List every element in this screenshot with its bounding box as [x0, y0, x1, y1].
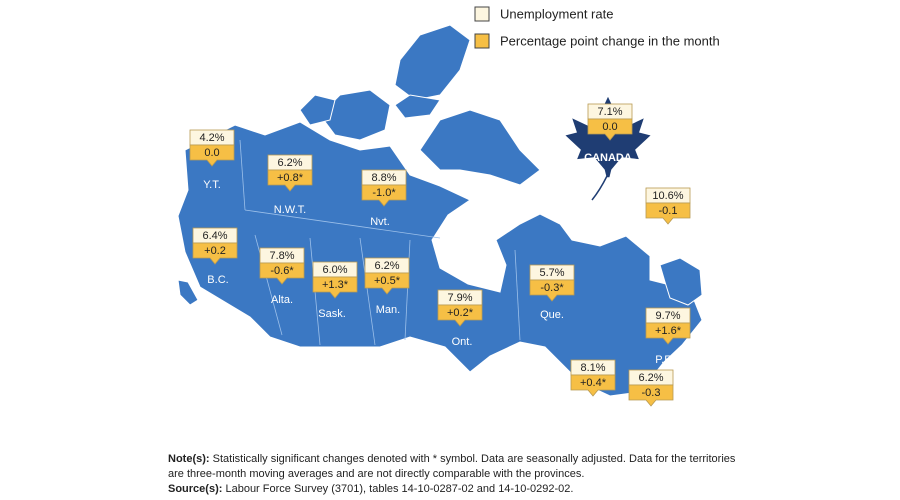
arctic-islands	[319, 89, 391, 141]
change-box	[628, 384, 674, 407]
legend-label: Percentage point change in the month	[500, 33, 720, 48]
change-box	[259, 262, 305, 285]
change-box	[189, 144, 235, 167]
rate-label: 6.2%	[277, 157, 302, 169]
note: Note(s): Statistically significant chang…	[168, 452, 738, 482]
ellesmere-island	[394, 24, 471, 101]
change-label: +0.5*	[374, 275, 401, 287]
region-name: P.E.I.	[655, 354, 680, 366]
rate-label: 10.6%	[652, 190, 683, 202]
change-box	[267, 169, 313, 192]
victoria-island	[299, 94, 336, 126]
border	[239, 139, 246, 211]
region-name: B.C.	[207, 274, 228, 286]
map: Unemployment rate Percentage point chang…	[177, 6, 720, 426]
region-name: Ont.	[452, 336, 473, 348]
rate-label: 6.2%	[638, 372, 663, 384]
border	[254, 234, 283, 336]
region-name: Que.	[540, 309, 564, 321]
province-borders	[239, 139, 521, 346]
rate-label: 6.2%	[374, 260, 399, 272]
change-label: +1.6*	[655, 325, 682, 337]
note-text: Statistically significant changes denote…	[168, 453, 736, 480]
vancouver-island	[177, 279, 199, 306]
rate-label: 8.1%	[580, 362, 605, 374]
change-box	[645, 202, 691, 225]
rate-label: 9.7%	[655, 310, 680, 322]
region-name: Sask.	[318, 308, 346, 320]
change-label: +0.2*	[447, 307, 474, 319]
change-label: +0.8*	[277, 172, 304, 184]
change-label: -0.3	[642, 387, 661, 399]
change-box	[312, 276, 358, 299]
border	[244, 209, 441, 239]
source-text: Labour Force Survey (3701), tables 14-10…	[225, 483, 574, 495]
region-name: N.B.	[582, 404, 603, 416]
rate-label: 7.8%	[269, 250, 294, 262]
change-box	[364, 272, 410, 295]
canada-map	[177, 24, 703, 397]
rate-label: 4.2%	[199, 132, 224, 144]
region-name: Y.T.	[203, 179, 221, 191]
region-name: N.W.T.	[274, 204, 306, 216]
change-label: +0.4*	[580, 377, 607, 389]
region-name: Man.	[376, 304, 400, 316]
change-box	[645, 322, 691, 345]
rate-label: 6.0%	[322, 264, 347, 276]
rate-label: 7.9%	[447, 292, 472, 304]
rate-label: 8.8%	[371, 172, 396, 184]
source-label: Source(s):	[168, 483, 223, 495]
region-name: N.S.	[640, 414, 661, 426]
canada-name: CANADA	[584, 152, 632, 164]
legend-label: Unemployment rate	[500, 6, 613, 21]
rate-label: 7.1%	[597, 106, 622, 118]
change-box	[192, 242, 238, 265]
baffin-island	[419, 109, 541, 186]
change-box	[570, 374, 616, 397]
rate-label: 6.4%	[202, 230, 227, 242]
legend-swatch	[474, 6, 490, 22]
newfoundland	[659, 257, 703, 306]
change-box	[361, 184, 407, 207]
change-label: -0.6*	[270, 265, 294, 277]
change-box	[437, 304, 483, 327]
source: Source(s): Labour Force Survey (3701), t…	[168, 482, 738, 497]
change-label: +1.3*	[322, 279, 349, 291]
change-label: 0.0	[602, 121, 617, 133]
mainland	[177, 121, 703, 397]
change-label: -0.1	[659, 205, 678, 217]
rate-label: 5.7%	[539, 267, 564, 279]
region-name: Alta.	[271, 294, 293, 306]
border	[359, 237, 376, 346]
legend-swatch	[474, 33, 490, 49]
region-name: N.L.	[658, 239, 678, 251]
change-box	[529, 279, 575, 302]
notes: Note(s): Statistically significant chang…	[168, 452, 738, 497]
change-label: -0.3*	[540, 282, 564, 294]
change-label: 0.0	[204, 147, 219, 159]
border	[514, 249, 521, 341]
change-label: -1.0*	[372, 187, 396, 199]
change-label: +0.2	[204, 245, 226, 257]
change-box	[587, 118, 633, 141]
leaf-stem	[591, 175, 608, 201]
border	[404, 239, 411, 341]
devon-island	[394, 94, 441, 119]
note-label: Note(s):	[168, 453, 210, 465]
region-name: Nvt.	[370, 216, 390, 228]
